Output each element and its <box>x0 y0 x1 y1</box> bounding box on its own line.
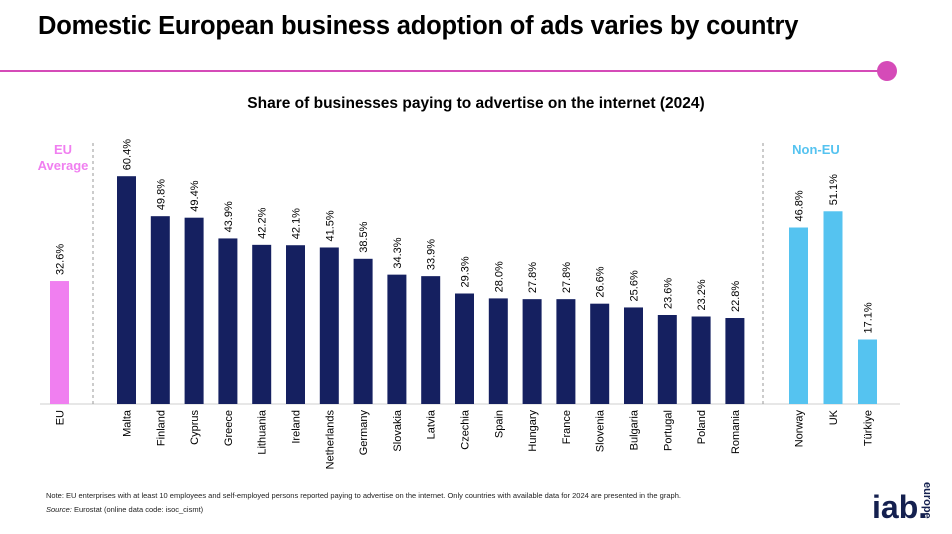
category-label-spain: Spain <box>493 410 505 438</box>
divider-dot <box>877 61 897 81</box>
category-label-norway: Norway <box>794 410 806 448</box>
category-label-cyprus: Cyprus <box>189 410 201 445</box>
data-label-poland: 23.2% <box>696 279 708 310</box>
iab-europe-logo: iab. europe <box>872 482 932 525</box>
data-label-ireland: 42.1% <box>291 208 303 239</box>
category-label-ireland: Ireland <box>291 410 303 444</box>
category-label-latvia: Latvia <box>426 409 438 439</box>
logo-sub-text: europe <box>921 482 932 519</box>
category-label-uk: UK <box>828 409 840 425</box>
data-label-romania: 22.8% <box>730 281 742 312</box>
bar-portugal <box>657 314 677 404</box>
data-label-netherlands: 41.5% <box>324 210 336 241</box>
title-divider <box>0 70 880 72</box>
bar-ireland <box>286 245 305 404</box>
bar-lithuania <box>252 244 272 404</box>
category-label-bulgaria: Bulgaria <box>629 409 641 450</box>
chart-title: Share of businesses paying to advertise … <box>247 95 705 112</box>
bar-france <box>556 299 576 404</box>
category-label-lithuania: Lithuania <box>257 409 269 455</box>
bar-norway <box>789 227 808 404</box>
data-label-uk: 51.1% <box>828 174 840 205</box>
bar-turkiye <box>858 339 877 404</box>
bar-slovenia <box>590 303 610 404</box>
data-label-latvia: 33.9% <box>426 239 438 270</box>
data-label-eu: 32.6% <box>55 244 67 275</box>
bar-poland <box>691 316 711 404</box>
category-label-slovakia: Slovakia <box>392 409 404 451</box>
data-label-norway: 46.8% <box>794 190 806 221</box>
page-title: Domestic European business adoption of a… <box>38 12 799 40</box>
category-label-czechia: Czechia <box>460 409 472 450</box>
data-label-finland: 49.8% <box>155 179 167 210</box>
data-label-malta: 60.4% <box>122 139 134 170</box>
data-label-turkiye: 17.1% <box>863 302 875 333</box>
data-label-bulgaria: 25.6% <box>629 270 641 301</box>
category-label-turkiye: Türkiye <box>863 410 875 446</box>
data-label-czechia: 29.3% <box>460 256 472 287</box>
bar-czechia <box>455 293 474 404</box>
bar-uk <box>823 211 843 404</box>
bar-greece <box>218 238 238 404</box>
bar-spain <box>488 298 508 404</box>
data-label-hungary: 27.8% <box>527 262 539 293</box>
bar-malta <box>117 176 136 404</box>
source-line: Source: Eurostat (online data code: isoc… <box>46 505 203 514</box>
category-label-finland: Finland <box>155 410 167 446</box>
data-label-slovakia: 34.3% <box>392 237 404 268</box>
bar-hungary <box>522 299 542 404</box>
bar-slovakia <box>387 274 407 404</box>
data-label-france: 27.8% <box>561 262 573 293</box>
data-label-spain: 28.0% <box>493 261 505 292</box>
source-label: Source: <box>46 505 72 514</box>
category-label-poland: Poland <box>696 410 708 444</box>
footnote: Note: EU enterprises with at least 10 em… <box>46 491 681 500</box>
category-label-eu: EU <box>55 410 67 425</box>
category-label-romania: Romania <box>730 409 742 454</box>
bar-finland <box>150 216 170 404</box>
category-label-portugal: Portugal <box>662 410 674 451</box>
data-label-germany: 38.5% <box>358 221 370 252</box>
group-label-non-eu: Non-EU <box>792 142 840 157</box>
bar-romania <box>725 318 745 404</box>
bar-bulgaria <box>624 307 643 404</box>
logo-main-text: iab. <box>872 489 927 525</box>
category-label-slovenia: Slovenia <box>595 409 607 452</box>
data-label-lithuania: 42.2% <box>257 207 269 238</box>
category-label-france: France <box>561 410 573 444</box>
bar-germany <box>353 258 373 404</box>
bar-netherlands <box>319 247 339 404</box>
source-text: Eurostat (online data code: isoc_cismt) <box>71 505 204 514</box>
data-label-portugal: 23.6% <box>662 278 674 309</box>
bar-cyprus <box>184 217 204 404</box>
group-label-eu: EU <box>54 142 72 157</box>
data-label-slovenia: 26.6% <box>595 266 607 297</box>
bar-latvia <box>421 276 441 404</box>
bar-eu <box>50 281 69 404</box>
category-label-malta: Malta <box>122 409 134 437</box>
category-label-hungary: Hungary <box>527 410 539 452</box>
group-label-average: Average <box>38 158 89 173</box>
data-label-greece: 43.9% <box>223 201 235 232</box>
data-label-cyprus: 49.4% <box>189 180 201 211</box>
category-label-netherlands: Netherlands <box>324 410 336 470</box>
category-label-germany: Germany <box>358 410 370 456</box>
category-label-greece: Greece <box>223 410 235 446</box>
